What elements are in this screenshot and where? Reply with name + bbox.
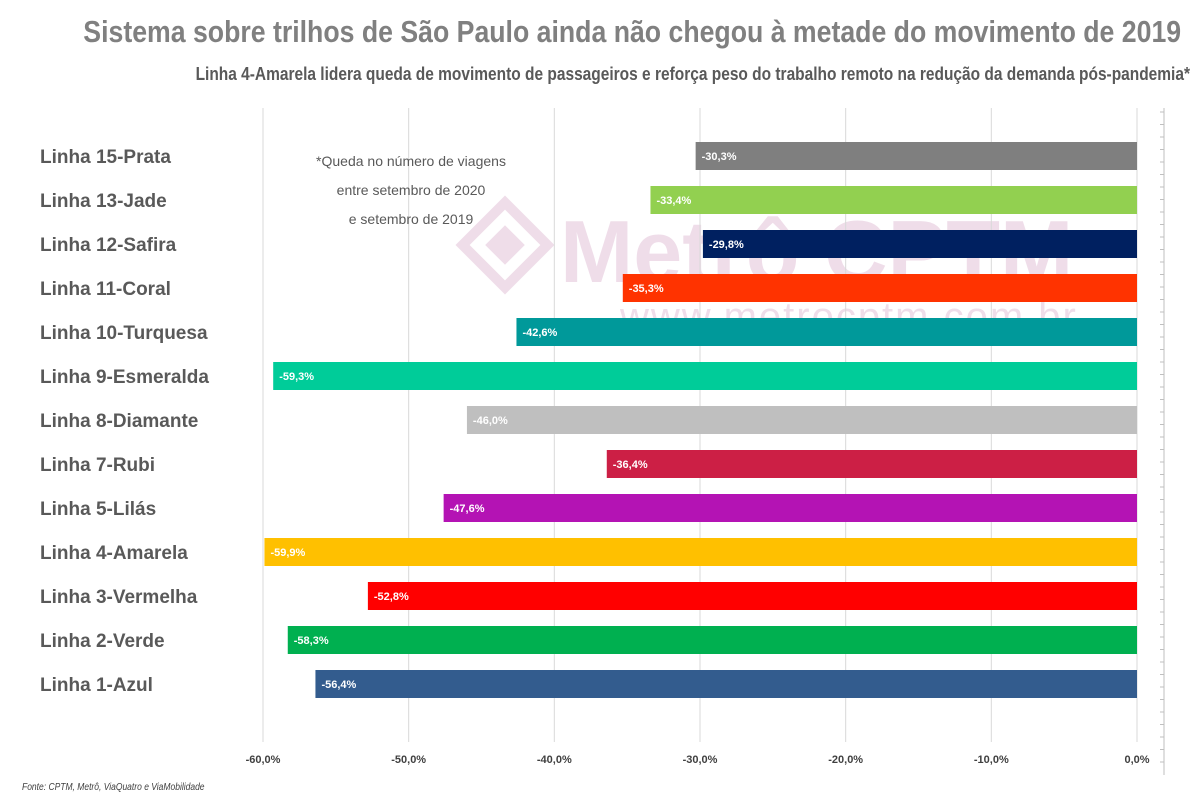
chart-note: *Queda no número de viagens entre setembr… (316, 153, 506, 227)
bar (273, 362, 1137, 390)
bars (264, 142, 1138, 698)
chart-subtitle: Linha 4-Amarela lidera queda de moviment… (195, 64, 1190, 84)
data-label: -30,3% (702, 151, 737, 163)
category-label: Linha 4-Amarela (40, 543, 188, 564)
bar (287, 626, 1138, 654)
bar (466, 406, 1137, 434)
category-label: Linha 15-Prata (40, 147, 171, 168)
category-label: Linha 9-Esmeralda (40, 367, 209, 388)
data-label: -59,9% (270, 547, 305, 559)
bar (443, 494, 1137, 522)
data-label: -42,6% (522, 327, 557, 339)
x-tick-label: -20,0% (828, 754, 863, 766)
chart-title: Sistema sobre trilhos de São Paulo ainda… (83, 14, 1182, 49)
category-label: Linha 8-Diamante (40, 411, 198, 432)
x-tick-label: -60,0% (246, 754, 281, 766)
data-label: -36,4% (613, 459, 648, 471)
x-axis: -60,0% -50,0% -40,0% -30,0% -20,0% -10,0% 0,0% (246, 754, 1150, 766)
category-labels: Linha 15-Prata Linha 13-Jade Linha 12-Safi… (40, 147, 209, 696)
bar (606, 450, 1137, 478)
data-label: -35,3% (629, 283, 664, 295)
source-note: Fonte: CPTM, Metrô, ViaQuatro e ViaMobil… (22, 782, 205, 793)
category-label: Linha 5-Lilás (40, 499, 156, 520)
category-label: Linha 10-Turquesa (40, 323, 208, 344)
data-label: -59,3% (279, 371, 314, 383)
bar (702, 230, 1137, 258)
x-tick-label: 0,0% (1124, 754, 1149, 766)
metro-logo-icon (455, 195, 555, 295)
data-label: -52,8% (374, 591, 409, 603)
category-label: Linha 12-Safira (40, 235, 177, 256)
bar (622, 274, 1137, 302)
bar (315, 670, 1137, 698)
category-label: Linha 11-Coral (40, 279, 171, 300)
category-label: Linha 7-Rubi (40, 455, 155, 476)
x-tick-label: -30,0% (683, 754, 718, 766)
data-label: -56,4% (321, 679, 356, 691)
value-labels: -30,3% -33,4% -29,8% -35,3% -42,6% -59,3% -46,… (270, 151, 744, 691)
bar (516, 318, 1137, 346)
note-line: entre setembro de 2020 (337, 182, 486, 198)
bar (264, 538, 1137, 566)
note-line: *Queda no número de viagens (316, 153, 506, 169)
x-tick-label: -10,0% (974, 754, 1009, 766)
bar (367, 582, 1137, 610)
data-label: -47,6% (450, 503, 485, 515)
bar (650, 186, 1137, 214)
x-tick-label: -50,0% (391, 754, 426, 766)
category-label: Linha 1-Azul (40, 675, 153, 696)
category-label: Linha 2-Verde (40, 631, 165, 652)
bar (695, 142, 1137, 170)
note-line: e setembro de 2019 (349, 211, 474, 227)
right-axis (1160, 108, 1165, 775)
data-label: -29,8% (709, 239, 744, 251)
x-tick-label: -40,0% (537, 754, 572, 766)
data-label: -33,4% (656, 195, 691, 207)
category-label: Linha 13-Jade (40, 191, 167, 212)
data-label: -58,3% (294, 635, 329, 647)
category-label: Linha 3-Vermelha (40, 587, 198, 608)
data-label: -46,0% (473, 415, 508, 427)
